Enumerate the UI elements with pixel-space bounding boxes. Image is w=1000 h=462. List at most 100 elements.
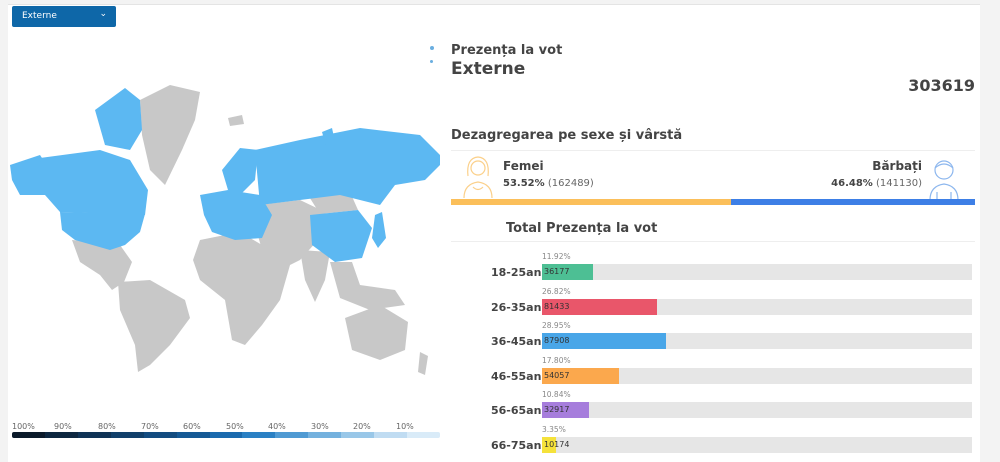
legend-label: 60%	[183, 422, 201, 431]
legend-swatch	[308, 432, 342, 438]
southeast-asia	[330, 262, 405, 310]
region-select-value: Externe	[22, 11, 57, 21]
map-zoom-out-button[interactable]	[430, 60, 433, 63]
legend-label: 40%	[268, 422, 286, 431]
legend-swatch	[407, 432, 440, 438]
female-icon	[463, 156, 493, 198]
svalbard	[322, 128, 336, 146]
region-select[interactable]: Externe ⌄	[12, 6, 116, 27]
iceland	[228, 115, 244, 126]
india	[300, 250, 330, 302]
age-count: 87908	[544, 336, 570, 346]
age-row: 56-65ani 10.84% 32917	[451, 390, 975, 424]
age-bar-fill	[542, 402, 589, 419]
age-row: 46-55ani 17.80% 54057	[451, 356, 975, 390]
age-label: 66-75ani	[491, 439, 546, 452]
male-percent: 46.48%	[831, 178, 873, 189]
male-label: Bărbați	[872, 159, 922, 173]
central-america	[72, 240, 132, 290]
legend-label: 90%	[54, 422, 72, 431]
age-count: 81433	[544, 301, 570, 311]
canada-arctic	[95, 88, 142, 150]
legend-label: 100%	[12, 422, 35, 431]
age-bar-track: 36177	[542, 264, 972, 280]
age-heading: Total Prezența la vot	[506, 221, 658, 236]
australia	[345, 305, 408, 360]
russia	[255, 128, 440, 205]
world-map[interactable]	[0, 30, 440, 410]
south-america	[118, 280, 190, 372]
age-row: 18-25ani 11.92% 36177	[451, 252, 975, 286]
legend-label: 70%	[141, 422, 159, 431]
female-percent: 53.52%	[503, 178, 545, 189]
legend-swatch	[143, 432, 177, 438]
age-percent: 3.35%	[542, 425, 566, 434]
male-icon	[929, 160, 959, 200]
female-share-fill	[451, 199, 732, 205]
age-count: 10174	[544, 440, 570, 449]
age-percent: 10.84%	[542, 390, 571, 400]
age-bar-fill	[542, 437, 557, 453]
age-bar-fill	[542, 333, 667, 350]
scandinavia	[222, 148, 258, 195]
age-row: 36-45ani 28.95% 87908	[451, 321, 975, 355]
countries-no-data	[72, 85, 428, 375]
map-zoom-in-button[interactable]	[430, 46, 434, 50]
age-row: 66-75ani 3.35% 10174	[451, 425, 975, 459]
mongolia	[308, 192, 358, 214]
usa	[60, 212, 145, 250]
europe	[200, 190, 272, 240]
age-percent: 28.95%	[542, 321, 571, 331]
female-label: Femei	[503, 159, 544, 173]
gender-heading: Dezagregarea pe sexe și vârstă	[451, 128, 683, 143]
japan	[372, 212, 386, 248]
legend-swatch	[374, 432, 408, 438]
legend-swatch	[12, 432, 45, 438]
page-title: Externe	[451, 59, 526, 79]
middle-east-central-asia	[255, 200, 325, 270]
male-stats: 46.48% (141130)	[831, 178, 922, 189]
content-panel	[8, 4, 980, 462]
legend-swatch	[209, 432, 243, 438]
age-count: 36177	[544, 267, 570, 276]
canada	[40, 150, 148, 215]
age-label: 36-45ani	[491, 335, 546, 349]
divider	[451, 150, 975, 151]
legend-swatch	[44, 432, 78, 438]
age-label: 56-65ani	[491, 404, 546, 418]
age-percent: 26.82%	[542, 286, 571, 296]
female-count: (162489)	[547, 178, 594, 189]
divider	[451, 241, 975, 242]
alaska	[10, 155, 50, 195]
map-legend-labels: 100% 90% 80% 70% 60% 50% 40% 30% 20% 10%	[12, 422, 442, 432]
age-row: 26-35ani 26.82% 81433	[451, 287, 975, 321]
africa	[193, 232, 290, 345]
age-bar-fill	[542, 264, 594, 280]
legend-label: 10%	[396, 422, 414, 431]
age-bar-track: 87908	[542, 333, 972, 350]
new-zealand	[418, 352, 428, 375]
age-label: 46-55ani	[491, 369, 546, 383]
age-bar-track: 10174	[542, 437, 972, 453]
gender-split-bar	[451, 199, 975, 205]
age-label: 18-25ani	[491, 266, 546, 279]
age-bar-fill	[542, 298, 658, 315]
legend-swatch	[176, 432, 210, 438]
legend-swatch	[242, 432, 276, 438]
legend-swatch	[275, 432, 309, 438]
legend-swatch	[341, 432, 375, 438]
legend-label: 30%	[311, 422, 329, 431]
china	[310, 210, 372, 262]
age-bar-fill	[542, 367, 619, 384]
greenland	[140, 85, 200, 185]
age-count: 32917	[544, 405, 570, 415]
total-votes: 303619	[908, 76, 975, 95]
legend-label: 80%	[98, 422, 116, 431]
age-bar-track: 32917	[542, 402, 972, 419]
age-percent: 17.80%	[542, 355, 571, 365]
legend-swatch	[110, 432, 144, 438]
chevron-down-icon: ⌄	[99, 9, 107, 19]
legend-swatch	[77, 432, 111, 438]
age-bar-track: 54057	[542, 367, 972, 384]
map-legend-scale	[12, 432, 440, 438]
